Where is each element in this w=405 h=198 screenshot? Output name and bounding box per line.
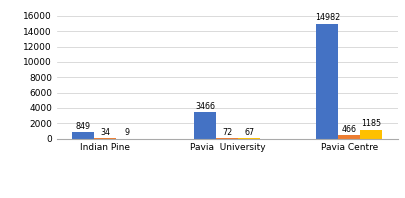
Bar <box>360 129 382 139</box>
Text: 14982: 14982 <box>314 13 339 22</box>
Text: 9: 9 <box>124 128 130 137</box>
Bar <box>338 135 360 139</box>
Text: 466: 466 <box>341 125 356 134</box>
Bar <box>72 132 94 139</box>
Bar <box>315 24 338 139</box>
Text: 1185: 1185 <box>360 119 381 128</box>
Text: 3466: 3466 <box>195 102 215 111</box>
Text: 34: 34 <box>100 128 110 137</box>
Bar <box>216 138 238 139</box>
Bar <box>238 138 260 139</box>
Bar <box>194 112 216 139</box>
Bar <box>94 138 116 139</box>
Text: 849: 849 <box>76 122 91 131</box>
Text: 72: 72 <box>222 128 232 137</box>
Text: 67: 67 <box>244 128 254 137</box>
